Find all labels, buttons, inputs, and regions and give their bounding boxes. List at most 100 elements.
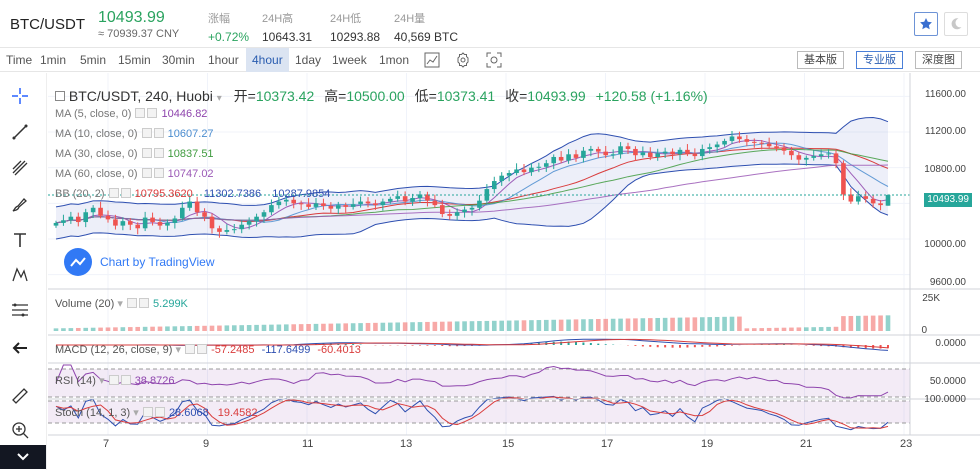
settings-icon[interactable] xyxy=(141,148,152,158)
interval-1min[interactable]: 1min xyxy=(40,53,67,67)
zoom-tool[interactable] xyxy=(9,419,31,441)
favorite-button[interactable] xyxy=(914,12,938,36)
close-icon[interactable] xyxy=(138,298,149,308)
price-tick: 11600.00 xyxy=(925,89,966,100)
view-pro-button[interactable]: 专业版 xyxy=(856,51,903,69)
price-cny: ≈ 70939.37 CNY xyxy=(98,28,180,40)
trendline-tool[interactable] xyxy=(9,121,31,143)
candle-body xyxy=(878,203,883,206)
candle-body xyxy=(506,173,512,176)
legend-stoch: Stoch (14, 1, 3) ▾ 28.6068 19.4582 xyxy=(55,406,258,419)
text-tool[interactable] xyxy=(9,229,31,251)
volume-bar xyxy=(610,318,616,331)
interval-1mon[interactable]: 1mon xyxy=(379,53,410,67)
volume-bar xyxy=(640,318,646,331)
volume-bar xyxy=(514,320,519,331)
measure-tool[interactable] xyxy=(9,299,31,321)
volume-bar xyxy=(313,323,319,331)
volume-bar xyxy=(202,325,207,331)
candle-body xyxy=(343,205,349,207)
pitchfork-tool[interactable] xyxy=(9,157,31,179)
indicator-dropdown-icon[interactable]: ▾ xyxy=(175,344,181,356)
legend-ma60: MA (60, close, 0) 10747.02 xyxy=(55,168,214,180)
interval-1hour[interactable]: 1hour xyxy=(208,53,239,67)
volume-bar xyxy=(61,328,66,331)
interval-1week[interactable]: 1week xyxy=(332,53,367,67)
crosshair-tool[interactable] xyxy=(9,85,31,107)
settings-icon[interactable] xyxy=(108,375,119,385)
watermark-text: Chart by TradingView xyxy=(100,255,215,269)
interval-15min[interactable]: 15min xyxy=(118,53,151,67)
indicator-dropdown-icon[interactable]: ▾ xyxy=(99,375,105,387)
interval-1day[interactable]: 1day xyxy=(295,53,322,67)
indicator-dropdown-icon[interactable]: ▾ xyxy=(117,298,123,310)
pattern-tool[interactable] xyxy=(9,263,31,285)
settings-button[interactable] xyxy=(450,49,476,71)
interval-4hour[interactable]: 4hour xyxy=(246,48,289,72)
volume-bar xyxy=(811,327,817,331)
close-icon[interactable] xyxy=(153,148,164,158)
settings-icon[interactable] xyxy=(185,344,196,354)
settings-icon[interactable] xyxy=(135,108,146,118)
brush-tool[interactable] xyxy=(9,193,31,215)
volume-bar xyxy=(670,317,675,331)
bb-upper-line xyxy=(55,116,889,208)
stat-24h-volume: 24H量 40,569 BTC xyxy=(394,10,458,44)
view-basic-button[interactable]: 基本版 xyxy=(797,51,844,69)
interval-30min[interactable]: 30min xyxy=(162,53,195,67)
settings-icon[interactable] xyxy=(142,407,153,417)
ticker-header: BTC/USDT 10493.99 ≈ 70939.37 CNY 涨幅 +0.7… xyxy=(0,0,980,48)
indicator-name: MA (10, close, 0) xyxy=(55,128,138,140)
candle-body xyxy=(365,201,371,204)
price-chart[interactable] xyxy=(48,73,980,470)
close-icon[interactable] xyxy=(147,108,158,118)
settings-icon[interactable] xyxy=(141,128,152,138)
settings-icon[interactable] xyxy=(141,168,152,178)
legend-macd: MACD (12, 26, close, 9) ▾ -57.2485 -117.… xyxy=(55,343,361,356)
indicator-dropdown-icon[interactable]: ▾ xyxy=(133,407,139,419)
legend-close: 10493.99 xyxy=(527,88,586,104)
candle-body xyxy=(454,212,460,216)
volume-bar xyxy=(543,319,549,331)
candle-body xyxy=(551,156,557,164)
close-icon[interactable] xyxy=(154,407,165,417)
hide-toolbar-button[interactable] xyxy=(9,337,31,359)
chart-type-button[interactable] xyxy=(419,49,445,71)
close-icon[interactable] xyxy=(120,375,131,385)
volume-bar xyxy=(848,315,854,331)
collapse-legend-icon[interactable] xyxy=(55,91,65,101)
pair-name[interactable]: BTC/USDT xyxy=(10,16,85,33)
close-icon[interactable] xyxy=(197,344,208,354)
tradingview-watermark[interactable]: Chart by TradingView xyxy=(64,248,215,276)
stat-label: 涨幅 xyxy=(208,13,230,25)
legend-dropdown-icon[interactable]: ▾ xyxy=(216,93,222,104)
settings-icon[interactable] xyxy=(126,298,137,308)
interval-time[interactable]: Time xyxy=(6,53,33,67)
interval-5min[interactable]: 5min xyxy=(80,53,107,67)
theme-toggle-button[interactable] xyxy=(944,12,968,36)
volume-bar xyxy=(410,322,415,331)
time-tick: 13 xyxy=(400,438,413,450)
candle-body xyxy=(848,194,854,202)
candle-body xyxy=(640,152,646,156)
ruler-tool[interactable] xyxy=(9,385,31,407)
indicator-name: MA (5, close, 0) xyxy=(55,108,132,120)
close-icon[interactable] xyxy=(120,188,131,198)
view-depth-button[interactable]: 深度图 xyxy=(915,51,962,69)
close-icon[interactable] xyxy=(153,128,164,138)
stat-value: 40,569 BTC xyxy=(394,30,459,44)
volume-bar xyxy=(120,327,126,331)
volume-bar xyxy=(484,320,490,331)
collapse-panel-button[interactable] xyxy=(0,445,46,469)
volume-bar xyxy=(380,322,386,331)
candle-body xyxy=(759,142,765,144)
volume-bar xyxy=(841,316,846,331)
settings-icon[interactable] xyxy=(108,188,119,198)
volume-bar xyxy=(662,317,668,331)
legend-rsi: RSI (14) ▾ 38.8726 xyxy=(55,374,174,387)
candle-body xyxy=(165,222,170,226)
screenshot-button[interactable] xyxy=(481,49,507,71)
close-icon[interactable] xyxy=(153,168,164,178)
volume-bar xyxy=(53,328,59,331)
volume-bar xyxy=(373,322,378,331)
